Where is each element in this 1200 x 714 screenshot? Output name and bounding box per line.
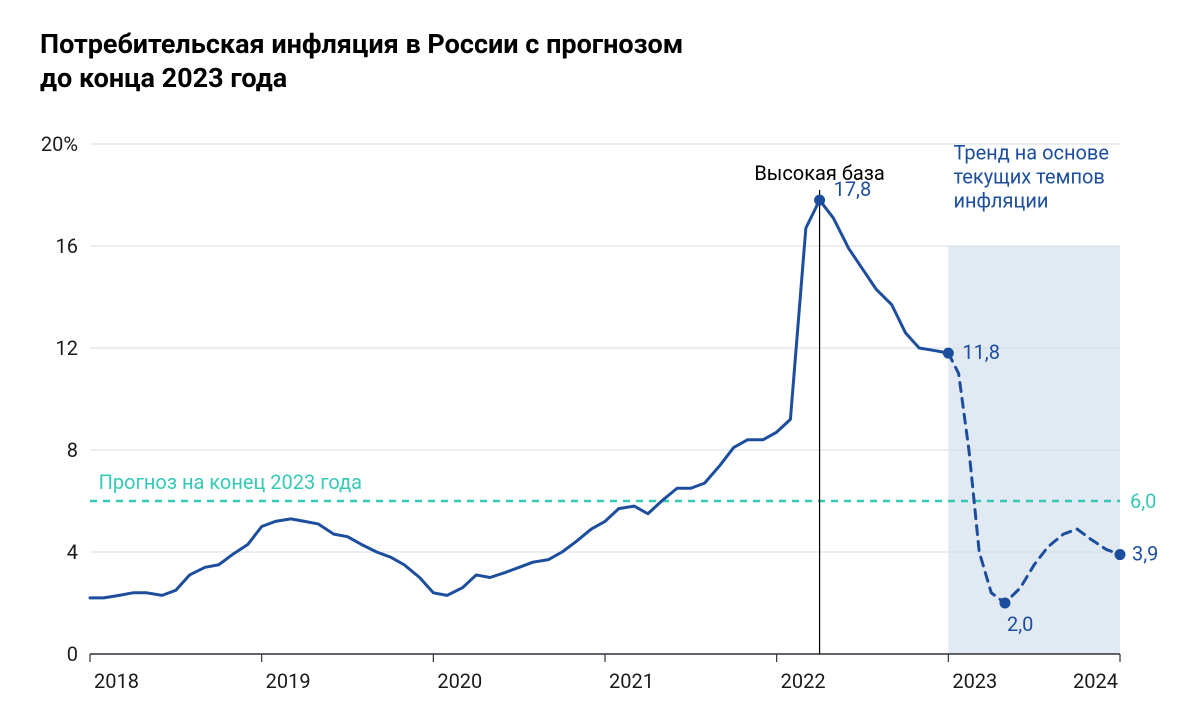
data-point bbox=[943, 347, 954, 358]
forecast-ref-caption: Прогноз на конец 2023 года bbox=[99, 470, 362, 494]
y-tick-label: 8 bbox=[67, 438, 78, 462]
y-tick-label: 4 bbox=[67, 540, 78, 564]
chart-title-line1: Потребительская инфляция в России с прог… bbox=[40, 28, 683, 60]
data-point-label: 3,9 bbox=[1132, 541, 1158, 565]
forecast-caption-line: инфляции bbox=[953, 188, 1048, 212]
data-point-label: 17,8 bbox=[834, 177, 872, 201]
data-point bbox=[814, 194, 825, 205]
y-tick-label: 16 bbox=[56, 234, 78, 258]
data-point bbox=[999, 597, 1010, 608]
chart-title-line2: до конца 2023 года bbox=[40, 62, 287, 94]
y-tick-label: 20% bbox=[41, 132, 78, 156]
inflation-chart-container: Потребительская инфляция в России с прог… bbox=[0, 0, 1200, 711]
data-point-label: 2,0 bbox=[1007, 612, 1033, 636]
x-tick-label: 2021 bbox=[609, 669, 654, 693]
data-point bbox=[1115, 549, 1126, 560]
forecast-caption-line: текущих темпов bbox=[953, 164, 1104, 188]
forecast-caption-line: Тренд на основе bbox=[953, 140, 1109, 164]
x-tick-label: 2023 bbox=[952, 669, 997, 693]
y-tick-label: 0 bbox=[67, 642, 78, 666]
x-tick-label: 2019 bbox=[266, 669, 311, 693]
chart-title: Потребительская инфляция в России с прог… bbox=[40, 28, 1164, 96]
forecast-ref-value: 6,0 bbox=[1130, 489, 1156, 513]
y-tick-label: 12 bbox=[56, 336, 78, 360]
inflation-line-chart: 0 4 8 12 16 20% 2018 2019 2020 2021 2022 2023 2024 6,… bbox=[40, 114, 1164, 714]
x-tick-label: 2024 bbox=[1073, 669, 1118, 693]
data-point-label: 11,8 bbox=[962, 340, 1000, 364]
x-tick-label: 2020 bbox=[437, 669, 482, 693]
x-tick-label: 2018 bbox=[94, 669, 139, 693]
x-tick-label: 2022 bbox=[781, 669, 826, 693]
